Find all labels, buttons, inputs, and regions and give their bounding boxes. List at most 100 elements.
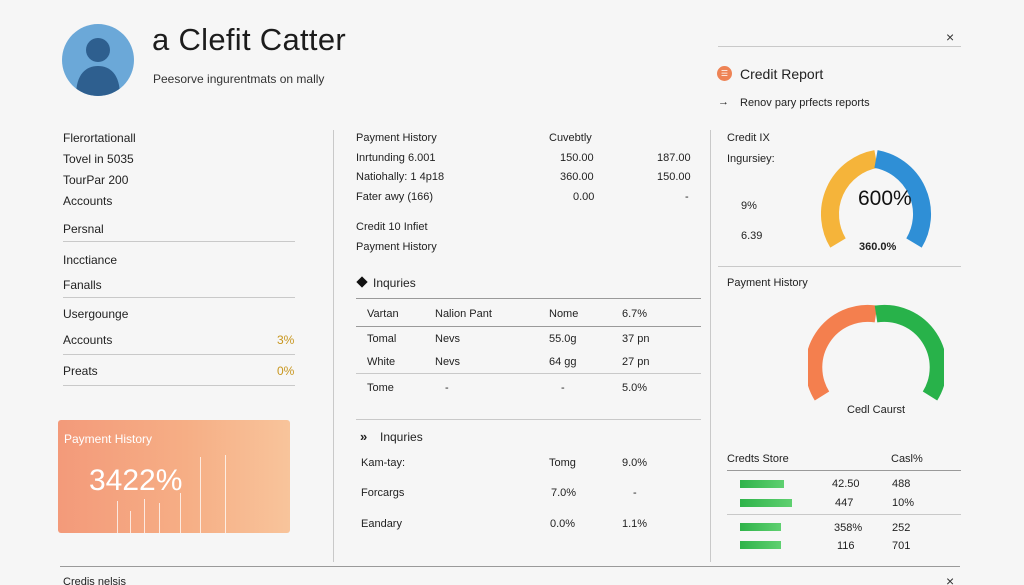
user-avatar[interactable] <box>62 24 134 96</box>
footer-divider <box>60 566 960 567</box>
store-bar <box>740 523 781 531</box>
gauge-side-value: 6.39 <box>741 230 763 242</box>
spark-line <box>225 455 226 533</box>
payment-gauge-caption: Cedl Caurst <box>847 404 906 416</box>
history-row-label: Inrtunding 6.001 <box>356 152 436 164</box>
app-title: a Clefit Catter <box>152 22 347 57</box>
store-value: 447 <box>835 497 854 509</box>
gauge-segment-orange <box>808 304 878 401</box>
inquiry-arrow-icon: » <box>360 429 368 444</box>
table-cell: 5.0% <box>622 382 648 394</box>
store-bar <box>740 480 784 488</box>
history-row-value: 187.00 <box>657 152 691 164</box>
reports-link[interactable]: Renov pary prfects reports <box>740 97 870 109</box>
list-cell: Tomg <box>549 457 576 469</box>
diamond-icon <box>356 276 368 288</box>
gauge-segment-green <box>874 304 944 401</box>
table-cell: Nevs <box>435 356 461 368</box>
divider <box>356 419 701 420</box>
history-row-value: 150.00 <box>560 152 594 164</box>
list-cell: 7.0% <box>551 487 577 499</box>
table-cell: White <box>367 356 396 368</box>
list-cell: Eandary <box>361 518 402 530</box>
table-header: Nome <box>549 308 579 320</box>
sidebar-item-fanalls[interactable]: Fanalls <box>63 278 102 292</box>
divider <box>727 470 961 471</box>
sidebar-item-accounts-2[interactable]: Accounts <box>63 333 113 347</box>
preats-percent: 0% <box>277 364 295 378</box>
spark-line <box>200 457 201 533</box>
sidebar-item-personal[interactable]: Persnal <box>63 222 104 236</box>
table-cell: Tomal <box>367 333 397 345</box>
sidebar-item-accounts[interactable]: Accounts <box>63 194 113 208</box>
close-icon[interactable]: × <box>946 29 955 45</box>
store-value: 252 <box>892 522 911 534</box>
divider <box>63 385 295 386</box>
list-cell: 9.0% <box>622 457 648 469</box>
inquiries-title-2: Inquries <box>380 430 423 444</box>
store-value: 701 <box>892 540 911 552</box>
person-icon <box>76 38 120 96</box>
list-cell: - <box>633 487 637 499</box>
spark-line <box>180 493 181 533</box>
table-cell: 37 pn <box>622 333 650 345</box>
footer-text: Credis nelsis <box>63 576 126 585</box>
gauge-segment-amber <box>820 150 878 248</box>
sidebar-item-usergounge[interactable]: Usergounge <box>63 307 129 321</box>
arrow-right-icon: → <box>718 96 729 108</box>
payment-history-heading: Payment History <box>356 132 437 144</box>
table-cell: Tome <box>367 382 394 394</box>
history-row-label: Fater awy (166) <box>356 191 434 203</box>
cash-heading: Casl% <box>891 453 923 465</box>
divider <box>718 266 961 267</box>
list-cell: Kam-tay: <box>361 457 406 469</box>
ingursiey-label: Ingursiey: <box>727 153 775 165</box>
list-cell: 0.0% <box>550 518 576 530</box>
sidebar-line: Flerortationall <box>63 131 136 145</box>
store-value: 488 <box>892 478 911 490</box>
history-row-value: 150.00 <box>657 171 691 183</box>
divider <box>356 298 701 299</box>
table-header: Nalion Pant <box>435 308 492 320</box>
store-value: 358% <box>834 522 863 534</box>
payment-history-line: Payment History <box>356 241 437 253</box>
payment-history-label: Payment History <box>727 277 808 289</box>
table-cell: 55.0g <box>549 333 577 345</box>
sidebar-item-preats[interactable]: Preats <box>63 364 98 378</box>
divider <box>63 354 295 355</box>
credits-store-heading: Credts Store <box>727 453 789 465</box>
divider <box>727 514 961 515</box>
payment-history-card[interactable]: Payment History 3422% <box>58 420 290 533</box>
divider <box>356 326 701 327</box>
table-cell: 27 pn <box>622 356 650 368</box>
sidebar-item-inctiance[interactable]: Incctiance <box>63 253 118 267</box>
footer-close-icon[interactable]: × <box>946 573 955 585</box>
divider <box>356 373 701 374</box>
history-row-value: 0.00 <box>573 191 595 203</box>
history-row-label: Natiohally: 1 4p18 <box>356 171 445 183</box>
credit-report-title[interactable]: Credit Report <box>740 66 824 82</box>
store-value: 42.50 <box>832 478 860 490</box>
spark-line <box>130 511 131 533</box>
spark-line <box>159 503 160 533</box>
credit-info-line: Credit 10 Infiet <box>356 221 428 233</box>
app-subtitle: Peesorve ingurentmats on mally <box>153 72 325 86</box>
gauge-side-percent: 9% <box>741 200 757 212</box>
gauge-segment-blue <box>874 150 932 248</box>
divider <box>63 297 295 298</box>
divider <box>63 241 295 242</box>
current-column-heading: Cuvebtly <box>549 132 592 144</box>
table-cell: 64 gg <box>549 356 577 368</box>
payment-gauge <box>808 304 944 401</box>
credit-gauge <box>820 150 932 248</box>
history-row-value: 360.00 <box>560 171 594 183</box>
table-header: 6.7% <box>622 308 648 320</box>
table-cell: - <box>561 382 565 394</box>
sidebar-line: TourPar 200 <box>63 173 129 187</box>
credit-report-icon: ☰ <box>717 66 732 81</box>
spark-line <box>117 501 118 533</box>
spark-line <box>144 499 145 533</box>
inquiries-title: Inquries <box>373 276 416 290</box>
store-bar <box>740 499 792 507</box>
list-cell: 1.1% <box>622 518 648 530</box>
